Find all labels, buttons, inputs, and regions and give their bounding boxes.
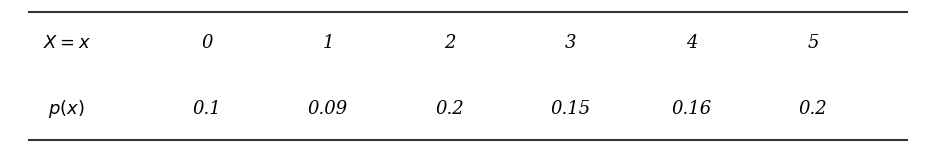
Text: 5: 5: [808, 34, 819, 52]
Text: 0.15: 0.15: [550, 100, 591, 118]
Text: 0.16: 0.16: [672, 100, 712, 118]
Text: 0.2: 0.2: [799, 100, 827, 118]
Text: 4: 4: [686, 34, 697, 52]
Text: 1: 1: [322, 34, 334, 52]
Text: 0.1: 0.1: [192, 100, 221, 118]
Text: 2: 2: [444, 34, 455, 52]
Text: $X = x$: $X = x$: [43, 34, 91, 52]
Text: 0.09: 0.09: [308, 100, 348, 118]
Text: 0.2: 0.2: [435, 100, 463, 118]
Text: 3: 3: [565, 34, 577, 52]
Text: $p(x)$: $p(x)$: [49, 98, 85, 120]
Text: 0: 0: [201, 34, 212, 52]
